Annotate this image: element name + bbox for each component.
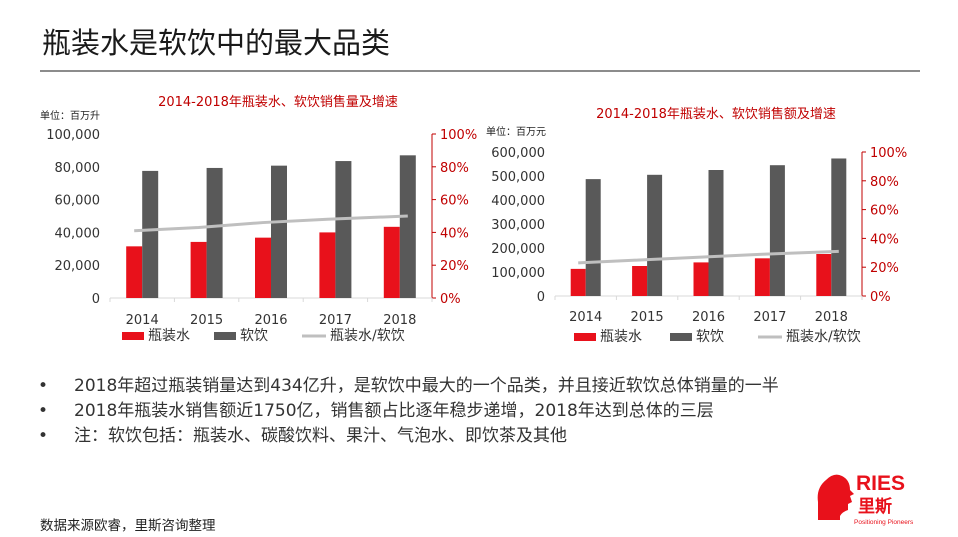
y2-tick-label: 100% xyxy=(870,146,907,161)
legend-label: 软饮 xyxy=(240,328,268,344)
bar-bottled-water xyxy=(816,254,832,296)
bar-soft-drink xyxy=(585,179,601,296)
y-tick-label: 0 xyxy=(537,290,545,305)
head-silhouette-icon xyxy=(817,474,854,520)
y2-tick-label: 60% xyxy=(870,204,899,219)
y2-tick-label: 20% xyxy=(440,259,469,274)
title-divider xyxy=(40,70,920,72)
y2-tick-label: 80% xyxy=(870,175,899,190)
x-tick-label: 2017 xyxy=(753,310,786,325)
bullet-text: 2018年超过瓶装销量达到434亿升，是软饮中最大的一个品类，并且接近软饮总体销… xyxy=(74,376,779,396)
bar-bottled-water xyxy=(383,226,400,298)
y-tick-label: 20,000 xyxy=(55,259,101,274)
bar-soft-drink xyxy=(831,158,847,296)
y2-tick-label: 60% xyxy=(440,194,469,209)
legend-swatch-soft-drink xyxy=(214,332,236,340)
unit-label: 单位：百万元 xyxy=(486,125,546,138)
y2-tick-label: 40% xyxy=(870,232,899,247)
bar-bottled-water xyxy=(754,258,770,296)
bullet-item: • 2018年瓶装水销售额近1750亿，销售额占比逐年稳步递增，2018年达到总体… xyxy=(38,399,908,424)
y2-tick-label: 20% xyxy=(870,261,899,276)
bar-bottled-water xyxy=(190,241,207,298)
ratio-line xyxy=(134,214,408,233)
bar-bottled-water xyxy=(693,262,709,296)
y2-tick-label: 0% xyxy=(440,292,461,307)
x-tick-label: 2014 xyxy=(569,310,602,325)
y-tick-label: 40,000 xyxy=(55,226,101,241)
logo-tagline: Positioning Pioneers xyxy=(854,519,914,526)
y-tick-label: 100,000 xyxy=(491,266,545,281)
y2-tick-label: 0% xyxy=(870,290,891,305)
y-tick-label: 100,000 xyxy=(46,128,100,143)
bar-soft-drink xyxy=(647,174,663,296)
bar-bottled-water xyxy=(632,266,648,296)
x-tick-label: 2016 xyxy=(254,313,287,328)
y-tick-label: 500,000 xyxy=(491,170,545,185)
bullet-item: • 注：软饮包括：瓶装水、碳酸饮料、果汁、气泡水、即饮茶及其他 xyxy=(38,424,908,449)
x-tick-label: 2015 xyxy=(190,313,223,328)
legend-label: 瓶装水/软饮 xyxy=(786,329,861,345)
legend-label: 瓶装水/软饮 xyxy=(330,328,405,344)
bar-bottled-water xyxy=(255,237,271,298)
y-tick-label: 600,000 xyxy=(491,146,545,161)
bar-bottled-water xyxy=(319,232,336,298)
legend-swatch-bottled-water xyxy=(122,332,144,340)
y-tick-label: 300,000 xyxy=(491,218,545,233)
bar-soft-drink xyxy=(708,170,724,296)
bar-bottled-water xyxy=(570,268,586,296)
x-tick-label: 2015 xyxy=(631,310,664,325)
x-tick-label: 2018 xyxy=(383,313,416,328)
volume-chart: 2014-2018年瓶装水、软饮销售量及增速单位：百万升 0 20,000 40,00… xyxy=(30,88,477,358)
page-title: 瓶装水是软饮中的最大品类 xyxy=(42,26,391,60)
ries-logo: RIES 里斯 Positioning Pioneers xyxy=(812,464,932,526)
bar-soft-drink xyxy=(399,155,416,298)
bar-soft-drink xyxy=(142,170,159,298)
chart-title: 2014-2018年瓶装水、软饮销售额及增速 xyxy=(596,106,836,122)
legend-label: 瓶装水 xyxy=(600,329,642,345)
ratio-line xyxy=(578,249,839,265)
x-tick-label: 2014 xyxy=(126,313,159,328)
x-tick-label: 2018 xyxy=(815,310,848,325)
y2-tick-label: 40% xyxy=(440,226,469,241)
bar-soft-drink xyxy=(335,161,352,298)
y2-tick-label: 80% xyxy=(440,161,469,176)
y-tick-label: 60,000 xyxy=(55,194,101,209)
y-tick-label: 0 xyxy=(92,292,100,307)
y-tick-label: 400,000 xyxy=(491,194,545,209)
legend-label: 软饮 xyxy=(696,329,724,345)
bullet-text: 2018年瓶装水销售额近1750亿，销售额占比逐年稳步递增，2018年达到总体的… xyxy=(74,401,714,421)
bar-bottled-water xyxy=(126,246,143,298)
x-tick-label: 2016 xyxy=(692,310,725,325)
logo-text: RIES xyxy=(856,472,905,495)
legend-swatch-bottled-water xyxy=(574,333,596,341)
bullet-item: • 2018年超过瓶装销量达到434亿升，是软饮中最大的一个品类，并且接近软饮总体… xyxy=(38,374,908,399)
bar-soft-drink xyxy=(206,167,223,298)
source-note: 数据来源欧睿，里斯咨询整理 xyxy=(40,518,216,534)
bar-soft-drink xyxy=(271,165,287,298)
legend-swatch-soft-drink xyxy=(670,333,692,341)
y-tick-label: 200,000 xyxy=(491,242,545,257)
y-tick-label: 80,000 xyxy=(55,161,101,176)
chart-title: 2014-2018年瓶装水、软饮销售量及增速 xyxy=(158,94,398,110)
logo-cn-text: 里斯 xyxy=(858,496,892,517)
legend-label: 瓶装水 xyxy=(148,328,190,344)
y2-tick-label: 100% xyxy=(440,128,477,143)
x-tick-label: 2017 xyxy=(319,313,352,328)
bullet-list: • 2018年超过瓶装销量达到434亿升，是软饮中最大的一个品类，并且接近软饮总体… xyxy=(38,374,908,449)
bullet-text: 注：软饮包括：瓶装水、碳酸饮料、果汁、气泡水、即饮茶及其他 xyxy=(74,426,567,446)
bar-soft-drink xyxy=(769,165,785,296)
unit-label: 单位：百万升 xyxy=(40,109,100,122)
value-chart: 2014-2018年瓶装水、软饮销售额及增速单位：百万元 0 100,000 200,… xyxy=(478,98,918,363)
